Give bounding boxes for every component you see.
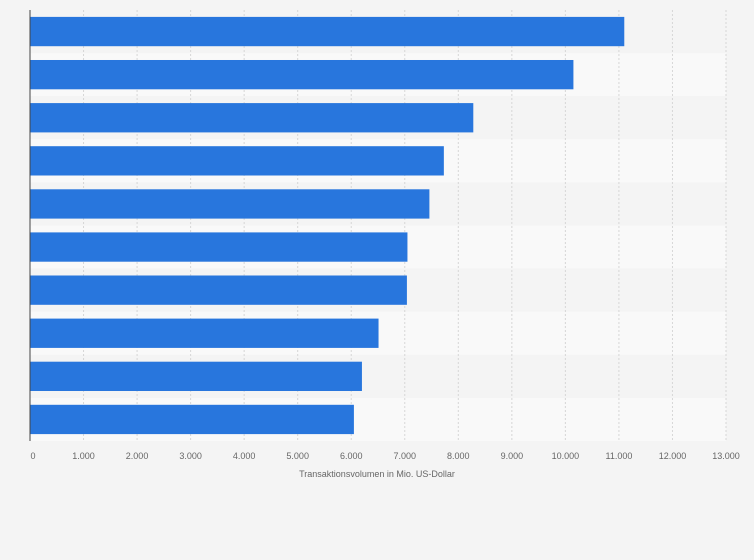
bar[interactable]	[30, 232, 408, 262]
x-tick-label: 1.000	[72, 451, 95, 461]
bar[interactable]	[30, 404, 354, 435]
x-axis-title: Transaktionsvolumen in Mio. US-Dollar	[299, 469, 455, 479]
x-tick-label: 2.000	[126, 451, 149, 461]
x-tick-label: 8.000	[447, 451, 470, 461]
x-tick-label: 13.000	[712, 451, 740, 461]
x-tick-label: 3.000	[179, 451, 202, 461]
bars	[30, 16, 625, 435]
bar[interactable]	[30, 361, 362, 392]
x-tick-label: 11.000	[605, 451, 632, 461]
x-tick-label: 9.000	[501, 451, 524, 461]
bar[interactable]	[30, 103, 474, 133]
bar[interactable]	[30, 16, 625, 47]
x-tick-label: 6.000	[340, 451, 363, 461]
x-tick-labels: 0 1.000 2.000 3.000 4.000 5.000 6.000 7.000 8.00…	[30, 451, 739, 461]
x-tick-label: 0	[30, 451, 35, 461]
x-tick-label: 5.000	[286, 451, 309, 461]
bar[interactable]	[30, 146, 444, 176]
x-tick-label: 12.000	[659, 451, 687, 461]
bar[interactable]	[30, 59, 574, 90]
x-tick-label: 7.000	[394, 451, 417, 461]
bar[interactable]	[30, 189, 430, 219]
x-tick-label: 10.000	[552, 451, 580, 461]
x-tick-label: 4.000	[233, 451, 256, 461]
bar[interactable]	[30, 275, 407, 305]
bar[interactable]	[30, 318, 379, 348]
